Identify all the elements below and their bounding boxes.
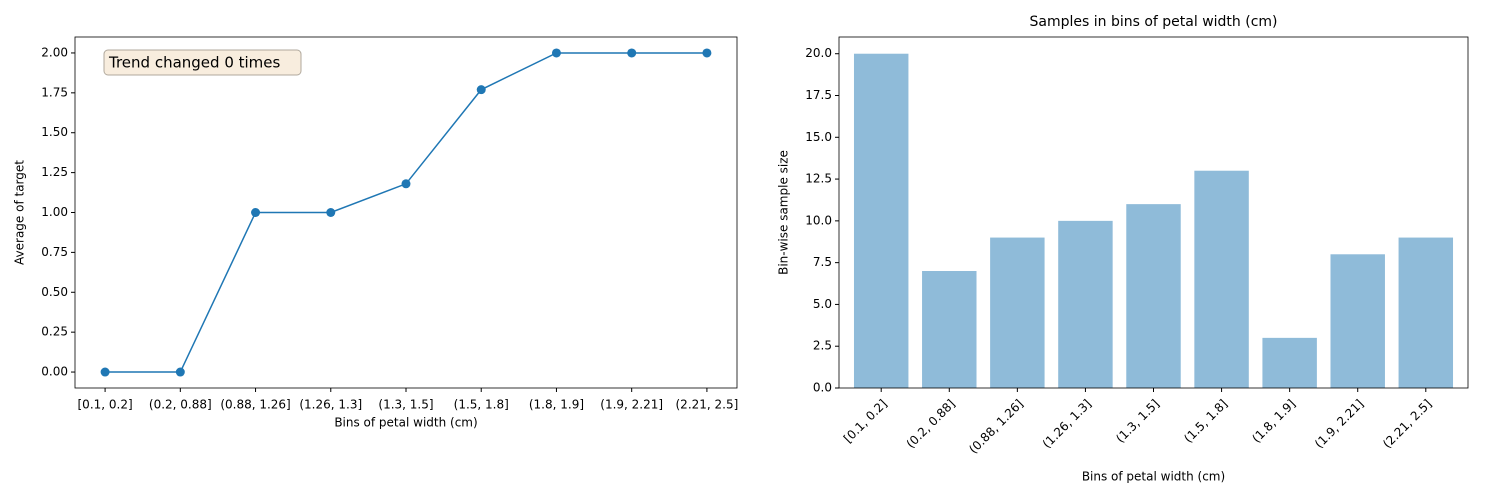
x-tick-label: [0.1, 0.2] (78, 398, 133, 412)
annotation: Trend changed 0 times (108, 54, 281, 72)
x-tick-label: [0.1, 0.2] (841, 397, 890, 446)
y-tick-label: 1.50 (41, 125, 68, 139)
y-axis-label: Average of target (13, 160, 27, 265)
point (251, 208, 261, 217)
y-tick-label: 5.0 (813, 297, 832, 311)
x-axis-label: Bins of petal width (cm) (1082, 470, 1225, 484)
y-tick-label: 0.50 (41, 285, 68, 299)
y-tick-label: 0.00 (41, 365, 68, 379)
x-tick-label: (1.8, 1.9] (1249, 397, 1298, 446)
x-tick-label: (2.21, 2.5] (676, 398, 739, 412)
x-tick-label: (1.9, 2.21] (1312, 397, 1366, 451)
point (551, 48, 561, 58)
point (702, 48, 712, 58)
x-tick-label: (0.2, 0.88] (149, 398, 212, 412)
line (105, 52, 707, 373)
x-tick-label: (0.88, 1.26] (966, 397, 1026, 457)
x-axis-label: Bins of petal width (cm) (334, 416, 477, 430)
y-tick-label: 10.0 (805, 213, 832, 227)
x-tick-label: (1.5, 1.8] (1181, 397, 1230, 446)
x-tick-label: (1.3, 1.5] (1113, 397, 1162, 446)
y-tick-label: 1.00 (41, 205, 68, 219)
x-tick-label: (1.5, 1.8] (454, 398, 509, 412)
point (401, 179, 411, 189)
chart-title: Samples in bins of petal width (cm) (1030, 14, 1278, 30)
x-tick-label: (1.26, 1.3] (299, 398, 362, 412)
annotation-box (103, 49, 302, 76)
point (100, 367, 110, 377)
point (476, 85, 486, 95)
y-tick-label: 1.75 (41, 85, 68, 99)
bar (1398, 237, 1454, 388)
bar (853, 53, 909, 388)
y-tick-label: 0.0 (813, 381, 832, 395)
point (175, 367, 185, 377)
axes-frame (74, 36, 738, 389)
y-tick-label: 2.00 (41, 45, 68, 59)
x-tick-label: (0.2, 0.88] (904, 397, 958, 451)
y-tick-label: 0.75 (41, 245, 68, 259)
point (326, 208, 336, 217)
bar (1330, 254, 1385, 388)
y-tick-label: 12.5 (805, 172, 832, 186)
y-tick-label: 1.25 (41, 165, 68, 179)
x-tick-label: (1.3, 1.5] (378, 398, 433, 412)
x-tick-label: (2.21, 2.5] (1380, 397, 1434, 451)
y-tick-label: 17.5 (805, 88, 832, 102)
y-tick-label: 20.0 (805, 46, 832, 60)
x-tick-label: (1.26, 1.3] (1040, 397, 1094, 451)
y-tick-label: 2.5 (813, 339, 832, 353)
bar (1058, 220, 1113, 388)
x-tick-label: (0.88, 1.26] (220, 398, 290, 412)
bar (1194, 170, 1249, 388)
axes-frame (838, 36, 1469, 389)
bar (1262, 337, 1317, 388)
point (627, 48, 637, 58)
y-tick-label: 7.5 (813, 255, 832, 269)
y-tick-label: 15.0 (805, 130, 832, 144)
x-tick-label: (1.9, 2.21] (600, 398, 663, 412)
y-axis-label: Bin-wise sample size (777, 150, 791, 275)
x-tick-label: (1.8, 1.9] (529, 398, 584, 412)
bar (1126, 204, 1181, 388)
bar (990, 237, 1045, 388)
y-tick-label: 0.25 (41, 325, 68, 339)
bar (922, 271, 977, 388)
